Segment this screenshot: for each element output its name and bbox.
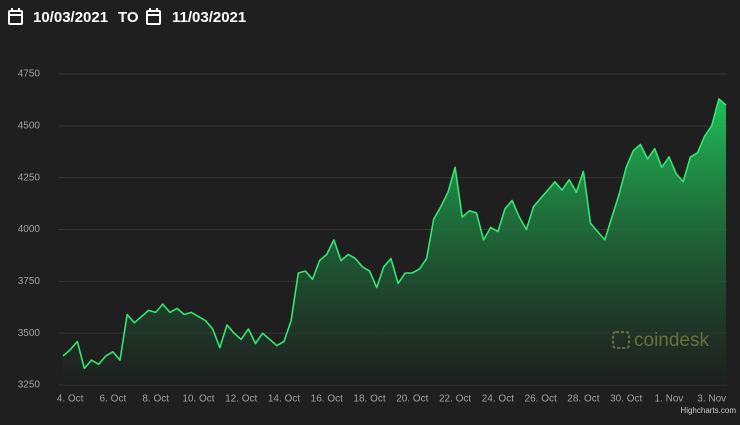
area <box>63 98 726 386</box>
x-tick-label: 10. Oct <box>182 394 214 405</box>
x-tick-label: 14. Oct <box>268 394 300 405</box>
x-tick-label: 12. Oct <box>225 394 257 405</box>
watermark-logo <box>612 331 630 349</box>
y-tick-label: 4500 <box>18 120 41 131</box>
x-tick-label: 3. Nov <box>697 394 726 405</box>
y-tick-label: 4750 <box>18 69 41 80</box>
date-separator: TO <box>118 9 139 26</box>
date-to[interactable]: 11/03/2021 <box>172 9 246 26</box>
y-tick-label: 3500 <box>18 328 41 339</box>
y-tick-label: 4000 <box>18 224 41 235</box>
date-from[interactable]: 10/03/2021 <box>33 9 108 26</box>
credits[interactable]: Highcharts.com <box>680 406 736 415</box>
y-tick-label: 4250 <box>18 172 41 183</box>
watermark: coindesk <box>634 330 709 351</box>
x-tick-label: 1. Nov <box>655 394 684 405</box>
x-tick-label: 18. Oct <box>353 394 385 405</box>
y-tick-label: 3750 <box>18 276 41 287</box>
calendar-icon[interactable] <box>146 8 161 25</box>
x-tick-label: 22. Oct <box>439 394 471 405</box>
x-tick-label: 30. Oct <box>610 394 642 405</box>
x-tick-label: 16. Oct <box>311 394 343 405</box>
x-tick-label: 4. Oct <box>57 394 84 405</box>
plot-area: 3250 3500 3750 4000 4250 4500 4750 4. Oct 6. Oct… <box>18 69 727 405</box>
x-tick-label: 26. Oct <box>525 394 557 405</box>
x-tick-label: 8. Oct <box>142 394 169 405</box>
calendar-icon[interactable] <box>8 8 23 25</box>
y-tick-label: 3250 <box>18 380 41 391</box>
x-tick-label: 24. Oct <box>482 394 514 405</box>
x-tick-label: 20. Oct <box>396 394 428 405</box>
x-tick-label: 28. Oct <box>567 394 599 405</box>
x-tick-label: 6. Oct <box>100 394 127 405</box>
line <box>62 98 727 370</box>
